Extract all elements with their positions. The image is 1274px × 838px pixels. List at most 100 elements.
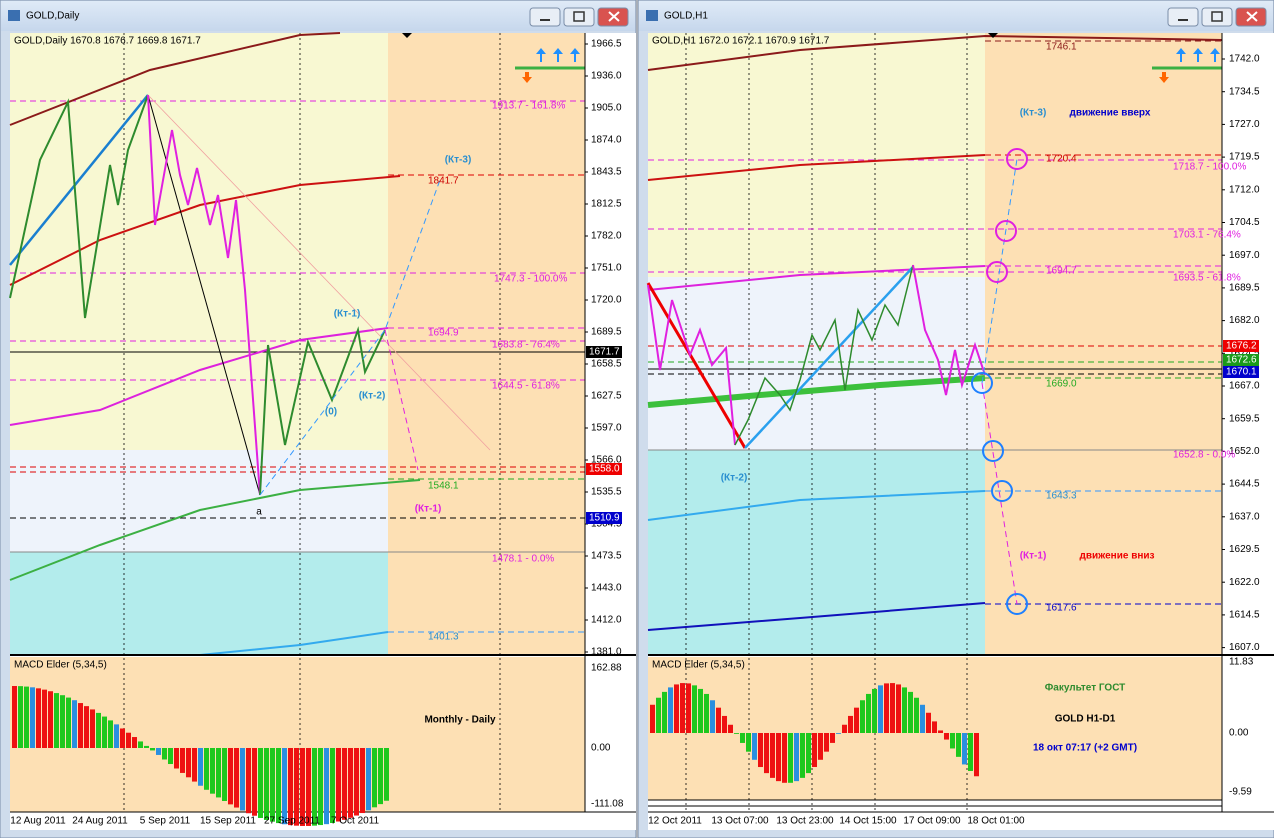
histogram-bar — [240, 748, 245, 811]
price-axis-label: 1627.5 — [591, 391, 622, 402]
histogram-bar — [878, 685, 883, 733]
maximize-icon — [1211, 11, 1223, 22]
histogram-bar — [36, 688, 41, 748]
histogram-bar — [848, 715, 853, 733]
indicator-axis-label: 162.88 — [591, 663, 622, 674]
histogram-bar — [156, 748, 161, 755]
chart-info: GOLD,H1 1672.0 1672.1 1670.9 1671.7 — [652, 36, 830, 47]
histogram-bar — [366, 748, 371, 811]
histogram-bar — [902, 687, 907, 733]
histogram-bar — [42, 689, 47, 748]
histogram-bar — [228, 748, 233, 805]
price-tag-label: 1672.6 — [1226, 355, 1257, 366]
histogram-bar — [252, 748, 257, 816]
annotation: (Кт-1) — [415, 504, 442, 515]
price-axis-label: 1412.0 — [591, 615, 622, 626]
annotation: (Кт-3) — [1020, 108, 1047, 119]
price-tag — [586, 463, 622, 475]
histogram-bar — [204, 748, 209, 790]
date-axis-label: 13 Oct 07:00 — [711, 816, 769, 827]
price-axis-label: 1751.0 — [591, 263, 622, 274]
annotation: Факультет ГОСТ — [1045, 683, 1126, 694]
price-axis-label: 1597.0 — [591, 423, 622, 434]
price-axis-label: 1535.5 — [591, 487, 622, 498]
indicator-axis-label: 0.00 — [591, 743, 611, 754]
histogram-bar — [222, 748, 227, 801]
histogram-bar — [72, 700, 77, 748]
price-axis-label: 1629.5 — [1229, 544, 1260, 555]
histogram-bar — [824, 733, 829, 752]
annotation: GOLD H1-D1 — [1055, 714, 1116, 725]
histogram-bar — [812, 733, 817, 768]
histogram-bar — [704, 693, 709, 733]
date-axis-label: 15 Sep 2011 — [200, 816, 256, 827]
histogram-bar — [198, 748, 203, 786]
histogram-bar — [674, 684, 679, 733]
level-label: 1401.3 — [428, 632, 459, 643]
annotation: Monthly - Daily — [424, 715, 496, 726]
histogram-bar — [258, 748, 263, 818]
histogram-bar — [384, 748, 389, 801]
level-label: 1617.6 — [1046, 603, 1077, 614]
close-icon — [1246, 11, 1258, 22]
price-axis-label: 1689.5 — [591, 327, 622, 338]
histogram-bar — [656, 697, 661, 733]
histogram-bar — [336, 748, 341, 822]
price-axis-label: 1614.5 — [1229, 610, 1260, 621]
histogram-bar — [24, 686, 29, 748]
annotation: движение вверх — [1070, 108, 1151, 119]
histogram-bar — [264, 748, 269, 820]
histogram-bar — [830, 733, 835, 743]
window-button[interactable] — [1167, 7, 1199, 27]
window-daily — [0, 0, 637, 838]
histogram-bar — [126, 732, 131, 748]
price-axis-label: 1697.0 — [1229, 250, 1260, 261]
histogram-bar — [102, 716, 107, 748]
date-axis-label: 17 Oct 09:00 — [903, 816, 961, 827]
indicator-axis-label: 11.83 — [1229, 657, 1254, 668]
histogram-bar — [324, 748, 329, 825]
histogram-bar — [294, 748, 299, 826]
price-axis-label: 1734.5 — [1229, 86, 1260, 97]
histogram-bar — [872, 688, 877, 733]
price-axis-label: 1667.0 — [1229, 381, 1260, 392]
window-button[interactable] — [529, 7, 561, 27]
price-axis-label: 1905.0 — [591, 103, 622, 114]
annotation: (Кт-1) — [334, 309, 361, 320]
histogram-bar — [150, 748, 155, 751]
indicator-name: MACD Elder (5,34,5) — [652, 660, 745, 671]
histogram-bar — [932, 721, 937, 733]
date-axis-label: 5 Sep 2011 — [140, 816, 191, 827]
level-label: 1643.3 — [1046, 491, 1077, 502]
level-label: 1548.1 — [428, 481, 459, 492]
histogram-bar — [728, 724, 733, 733]
indicator-axis-label: -111.08 — [591, 799, 624, 810]
window-icon — [8, 10, 20, 21]
level-label: 1718.7 - 100.0% — [1173, 162, 1246, 173]
price-tag-label: 1671.7 — [589, 347, 620, 358]
window-button[interactable] — [1201, 7, 1233, 27]
price-axis-label: 1727.0 — [1229, 119, 1260, 130]
price-axis-label: 1381.0 — [591, 647, 622, 658]
histogram-bar — [318, 748, 323, 826]
histogram-bar — [944, 733, 949, 740]
histogram-bar — [698, 688, 703, 733]
price-axis-label: 1682.0 — [1229, 315, 1260, 326]
price-axis-label: 1936.0 — [591, 71, 622, 82]
histogram-bar — [818, 733, 823, 760]
histogram-bar — [378, 748, 383, 805]
level-label: 1913.7 - 161.8% — [492, 101, 565, 112]
chart-info: GOLD,Daily 1670.8 1676.7 1669.8 1671.7 — [14, 36, 201, 47]
histogram-bar — [192, 748, 197, 782]
level-label: 1694.7 — [1046, 266, 1077, 277]
price-tag — [1223, 354, 1259, 366]
histogram-bar — [234, 748, 239, 808]
window-h1 — [637, 0, 1274, 838]
histogram-bar — [180, 748, 185, 773]
price-axis-label: 1812.5 — [591, 199, 622, 210]
histogram-bar — [30, 687, 35, 748]
histogram-bar — [896, 684, 901, 733]
window-title: GOLD,H1 — [664, 11, 708, 22]
window-button[interactable] — [563, 7, 595, 27]
